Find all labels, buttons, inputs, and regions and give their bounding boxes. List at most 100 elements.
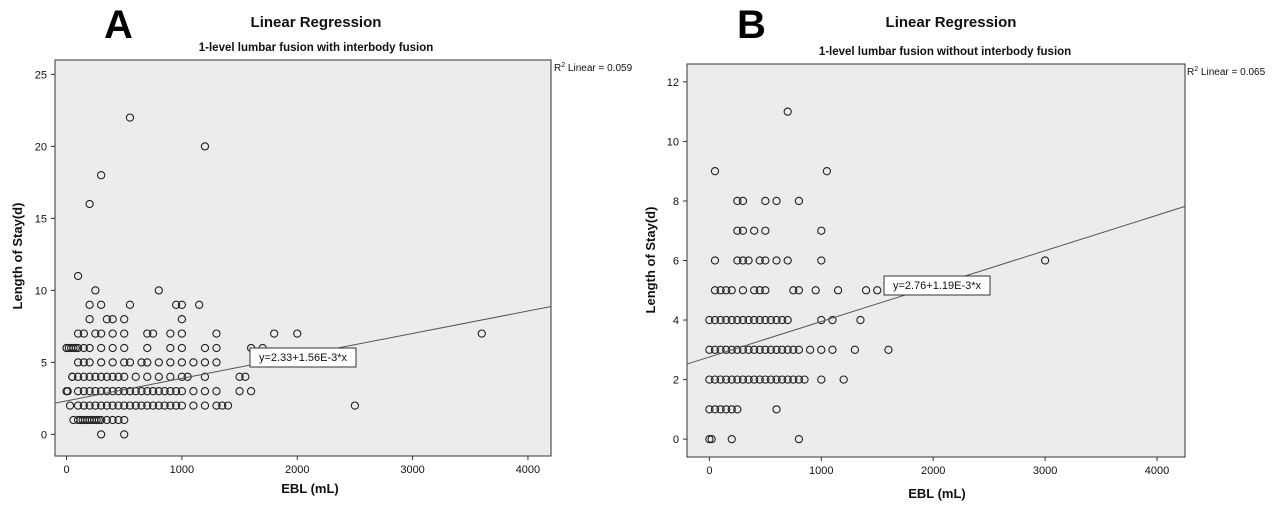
data-point bbox=[71, 343, 80, 353]
data-point bbox=[710, 167, 720, 176]
panel-b-plot-area bbox=[686, 63, 1186, 458]
data-point bbox=[108, 315, 117, 324]
data-point bbox=[733, 226, 742, 235]
data-point bbox=[755, 375, 764, 384]
y-tick-label: 6 bbox=[673, 256, 679, 268]
data-point bbox=[96, 401, 106, 410]
data-point bbox=[727, 375, 736, 384]
panel-a-r2-sup: 2 bbox=[561, 62, 565, 69]
data-point bbox=[91, 401, 100, 410]
data-point bbox=[235, 372, 244, 381]
y-tick-label: 4 bbox=[673, 315, 679, 327]
data-point bbox=[733, 375, 742, 384]
y-tick-label: 10 bbox=[35, 285, 47, 297]
data-point bbox=[710, 315, 720, 325]
panel-a-xlabel: EBL (mL) bbox=[281, 481, 339, 496]
panel-a-plot-area bbox=[54, 59, 552, 457]
data-point bbox=[235, 387, 244, 396]
data-point bbox=[710, 375, 720, 384]
data-point bbox=[73, 401, 83, 410]
data-point bbox=[79, 343, 88, 353]
data-point bbox=[73, 387, 83, 396]
data-point bbox=[62, 343, 71, 353]
data-point bbox=[120, 387, 129, 396]
data-point bbox=[92, 415, 101, 425]
data-point bbox=[738, 196, 748, 206]
data-point bbox=[716, 286, 725, 295]
data-point bbox=[143, 343, 152, 353]
data-point bbox=[79, 358, 88, 367]
data-point bbox=[738, 315, 748, 325]
panel-b-axes: 0 1000 2000 3000 4000 0 2 4 6 8 10 12 bbox=[667, 77, 1170, 477]
y-tick-label: 8 bbox=[673, 196, 679, 208]
panel-a-equation: y=2.33+1.56E-3*x bbox=[259, 352, 348, 364]
data-point bbox=[96, 358, 106, 367]
data-point bbox=[85, 358, 94, 367]
data-point bbox=[727, 434, 736, 444]
panel-b-subtitle: 1-level lumbar fusion without interbody … bbox=[819, 46, 1071, 58]
data-point bbox=[772, 405, 781, 414]
data-point bbox=[125, 387, 135, 396]
data-point bbox=[137, 358, 146, 367]
data-point bbox=[200, 387, 210, 396]
data-point bbox=[65, 401, 75, 410]
data-point bbox=[761, 286, 770, 295]
data-point bbox=[166, 387, 175, 396]
data-point bbox=[177, 387, 187, 396]
data-point bbox=[96, 171, 106, 180]
data-point bbox=[171, 401, 181, 410]
panel-b-equation-bg bbox=[883, 275, 991, 296]
data-point bbox=[108, 329, 117, 338]
y-tick-label: 0 bbox=[673, 434, 679, 446]
data-point bbox=[102, 387, 112, 396]
data-point bbox=[733, 345, 742, 354]
data-point bbox=[727, 315, 736, 325]
data-point bbox=[96, 430, 106, 439]
data-point bbox=[166, 343, 175, 353]
data-point bbox=[143, 401, 152, 410]
data-point bbox=[166, 358, 175, 367]
panel-b-r2-prefix: R bbox=[1187, 67, 1194, 78]
data-point bbox=[200, 401, 210, 410]
data-point bbox=[114, 401, 123, 410]
data-point bbox=[350, 401, 360, 410]
data-point bbox=[223, 401, 233, 410]
data-point bbox=[705, 345, 714, 354]
data-point bbox=[154, 286, 163, 295]
data-point bbox=[477, 329, 486, 338]
data-point bbox=[137, 387, 146, 396]
data-point bbox=[137, 401, 146, 410]
y-tick-label: 10 bbox=[667, 136, 679, 148]
data-point bbox=[212, 358, 221, 367]
data-point bbox=[727, 405, 736, 414]
data-point bbox=[177, 329, 187, 338]
data-point bbox=[91, 286, 100, 295]
data-point bbox=[79, 387, 88, 396]
data-point bbox=[96, 329, 106, 338]
data-point bbox=[96, 415, 106, 425]
data-point bbox=[744, 345, 753, 354]
data-point bbox=[1040, 256, 1050, 265]
data-point bbox=[766, 345, 776, 354]
data-point bbox=[143, 387, 152, 396]
data-point bbox=[120, 372, 129, 381]
panel-b-r2-label: R2 Linear = 0.065 bbox=[1187, 66, 1266, 78]
panel-a-equation-bg bbox=[249, 347, 357, 368]
data-point bbox=[73, 271, 83, 281]
data-point bbox=[794, 345, 804, 354]
x-tick-label: 1000 bbox=[170, 464, 194, 476]
data-point bbox=[85, 387, 94, 396]
panel-a-axes: 0 1000 2000 3000 4000 0 5 10 15 20 25 bbox=[35, 69, 540, 476]
data-point bbox=[710, 405, 720, 414]
data-point bbox=[73, 329, 83, 338]
panel-a-points bbox=[62, 113, 486, 439]
data-point bbox=[212, 329, 221, 338]
y-tick-label: 25 bbox=[35, 69, 47, 81]
panel-a: A Linear Regression 1-level lumbar fusio… bbox=[10, 3, 633, 496]
data-point bbox=[710, 345, 720, 354]
data-point bbox=[817, 375, 826, 384]
data-point bbox=[293, 329, 302, 338]
data-point bbox=[738, 226, 748, 235]
data-point bbox=[154, 401, 163, 410]
data-point bbox=[856, 315, 865, 325]
